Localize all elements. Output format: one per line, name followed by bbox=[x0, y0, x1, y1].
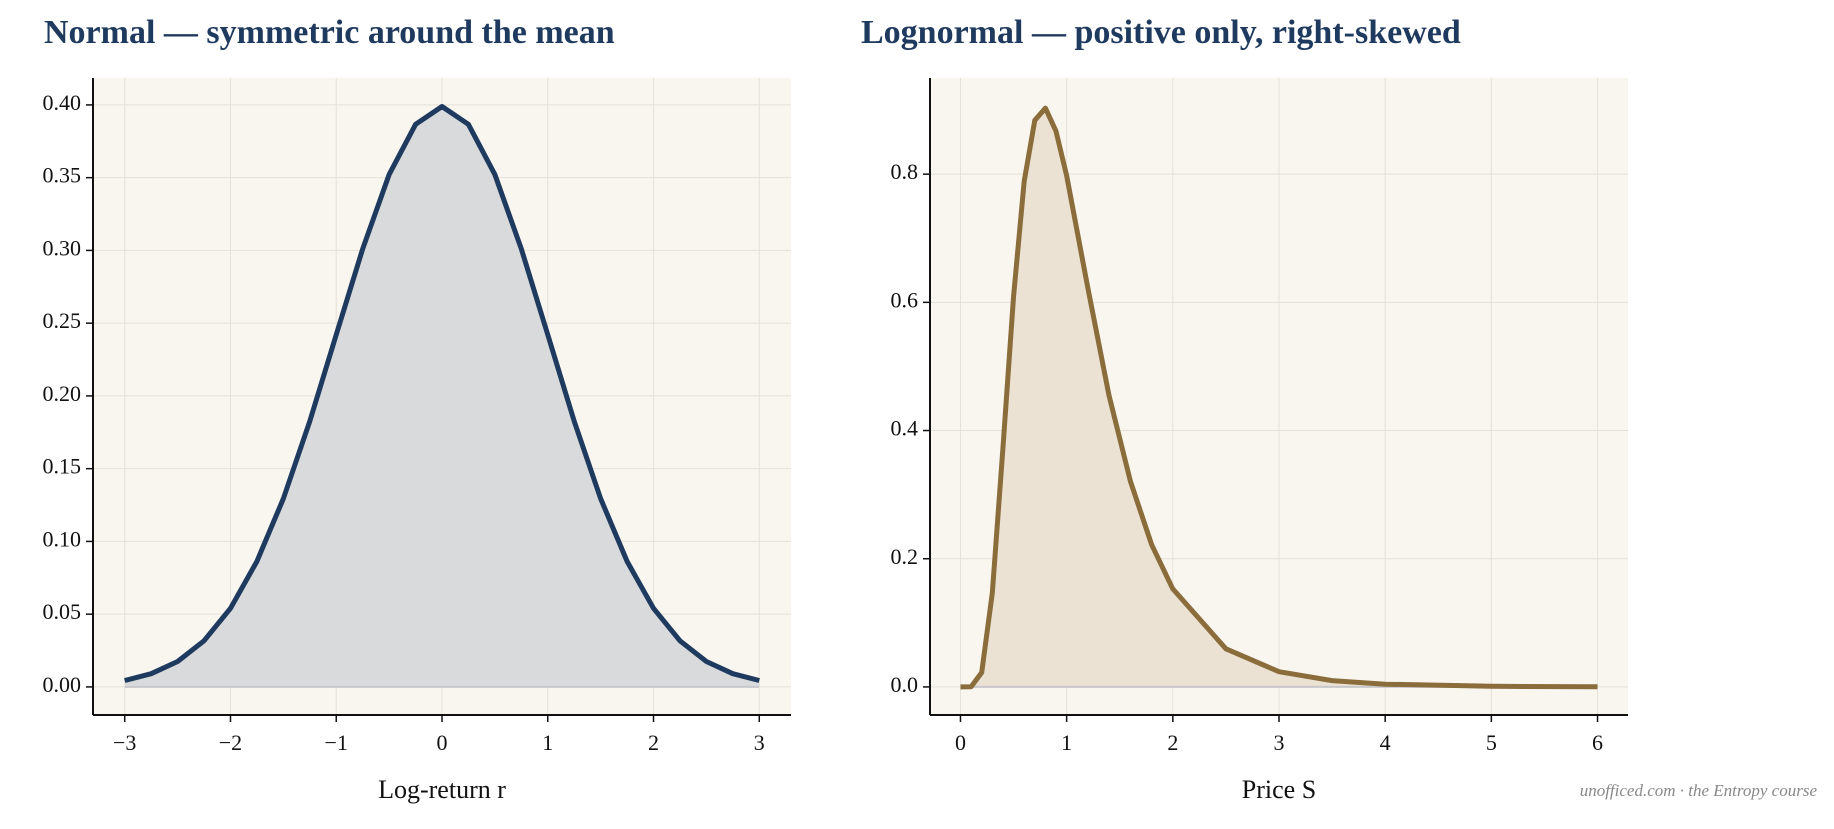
y-tick-label: 0.25 bbox=[43, 308, 82, 333]
x-tick-label: 3 bbox=[1274, 730, 1285, 755]
y-tick-label: 0.40 bbox=[43, 90, 82, 115]
y-tick-label: 0.20 bbox=[43, 381, 82, 406]
x-tick-label: −3 bbox=[113, 730, 136, 755]
y-tick-label: 0.4 bbox=[891, 416, 919, 441]
x-tick-label: 1 bbox=[542, 730, 553, 755]
chart-title: Lognormal — positive only, right-skewed bbox=[861, 14, 1461, 51]
x-tick-label: 4 bbox=[1380, 730, 1391, 755]
y-tick-label: 0.05 bbox=[43, 599, 82, 624]
y-tick-label: 0.8 bbox=[891, 159, 919, 184]
y-tick-label: 0.35 bbox=[43, 163, 82, 188]
x-tick-label: 6 bbox=[1592, 730, 1603, 755]
area-fill bbox=[124, 106, 760, 687]
watermark: unofficed.com · the Entropy course bbox=[1580, 781, 1818, 800]
x-tick-label: 0 bbox=[955, 730, 966, 755]
x-tick-label: −1 bbox=[325, 730, 348, 755]
y-tick-label: 0.15 bbox=[43, 454, 82, 479]
x-tick-label: 3 bbox=[754, 730, 765, 755]
line bbox=[124, 104, 760, 683]
x-tick-label: 0 bbox=[437, 730, 448, 755]
x-tick-label: −2 bbox=[219, 730, 242, 755]
y-tick-label: 0.00 bbox=[43, 672, 82, 697]
x-axis-label: Log-return r bbox=[378, 775, 506, 804]
line bbox=[960, 105, 1598, 690]
area-fill bbox=[960, 108, 1598, 687]
x-tick-label: 1 bbox=[1061, 730, 1072, 755]
x-tick-label: 2 bbox=[648, 730, 659, 755]
x-axis-label: Price S bbox=[1242, 775, 1316, 804]
y-tick-label: 0.30 bbox=[43, 235, 82, 260]
x-tick-label: 2 bbox=[1167, 730, 1178, 755]
y-tick-label: 0.6 bbox=[891, 287, 919, 312]
y-tick-label: 0.10 bbox=[43, 526, 82, 551]
chart-title: Normal — symmetric around the mean bbox=[44, 14, 615, 51]
x-tick-label: 5 bbox=[1486, 730, 1497, 755]
y-tick-label: 0.2 bbox=[891, 544, 919, 569]
y-tick-label: 0.0 bbox=[891, 672, 919, 697]
